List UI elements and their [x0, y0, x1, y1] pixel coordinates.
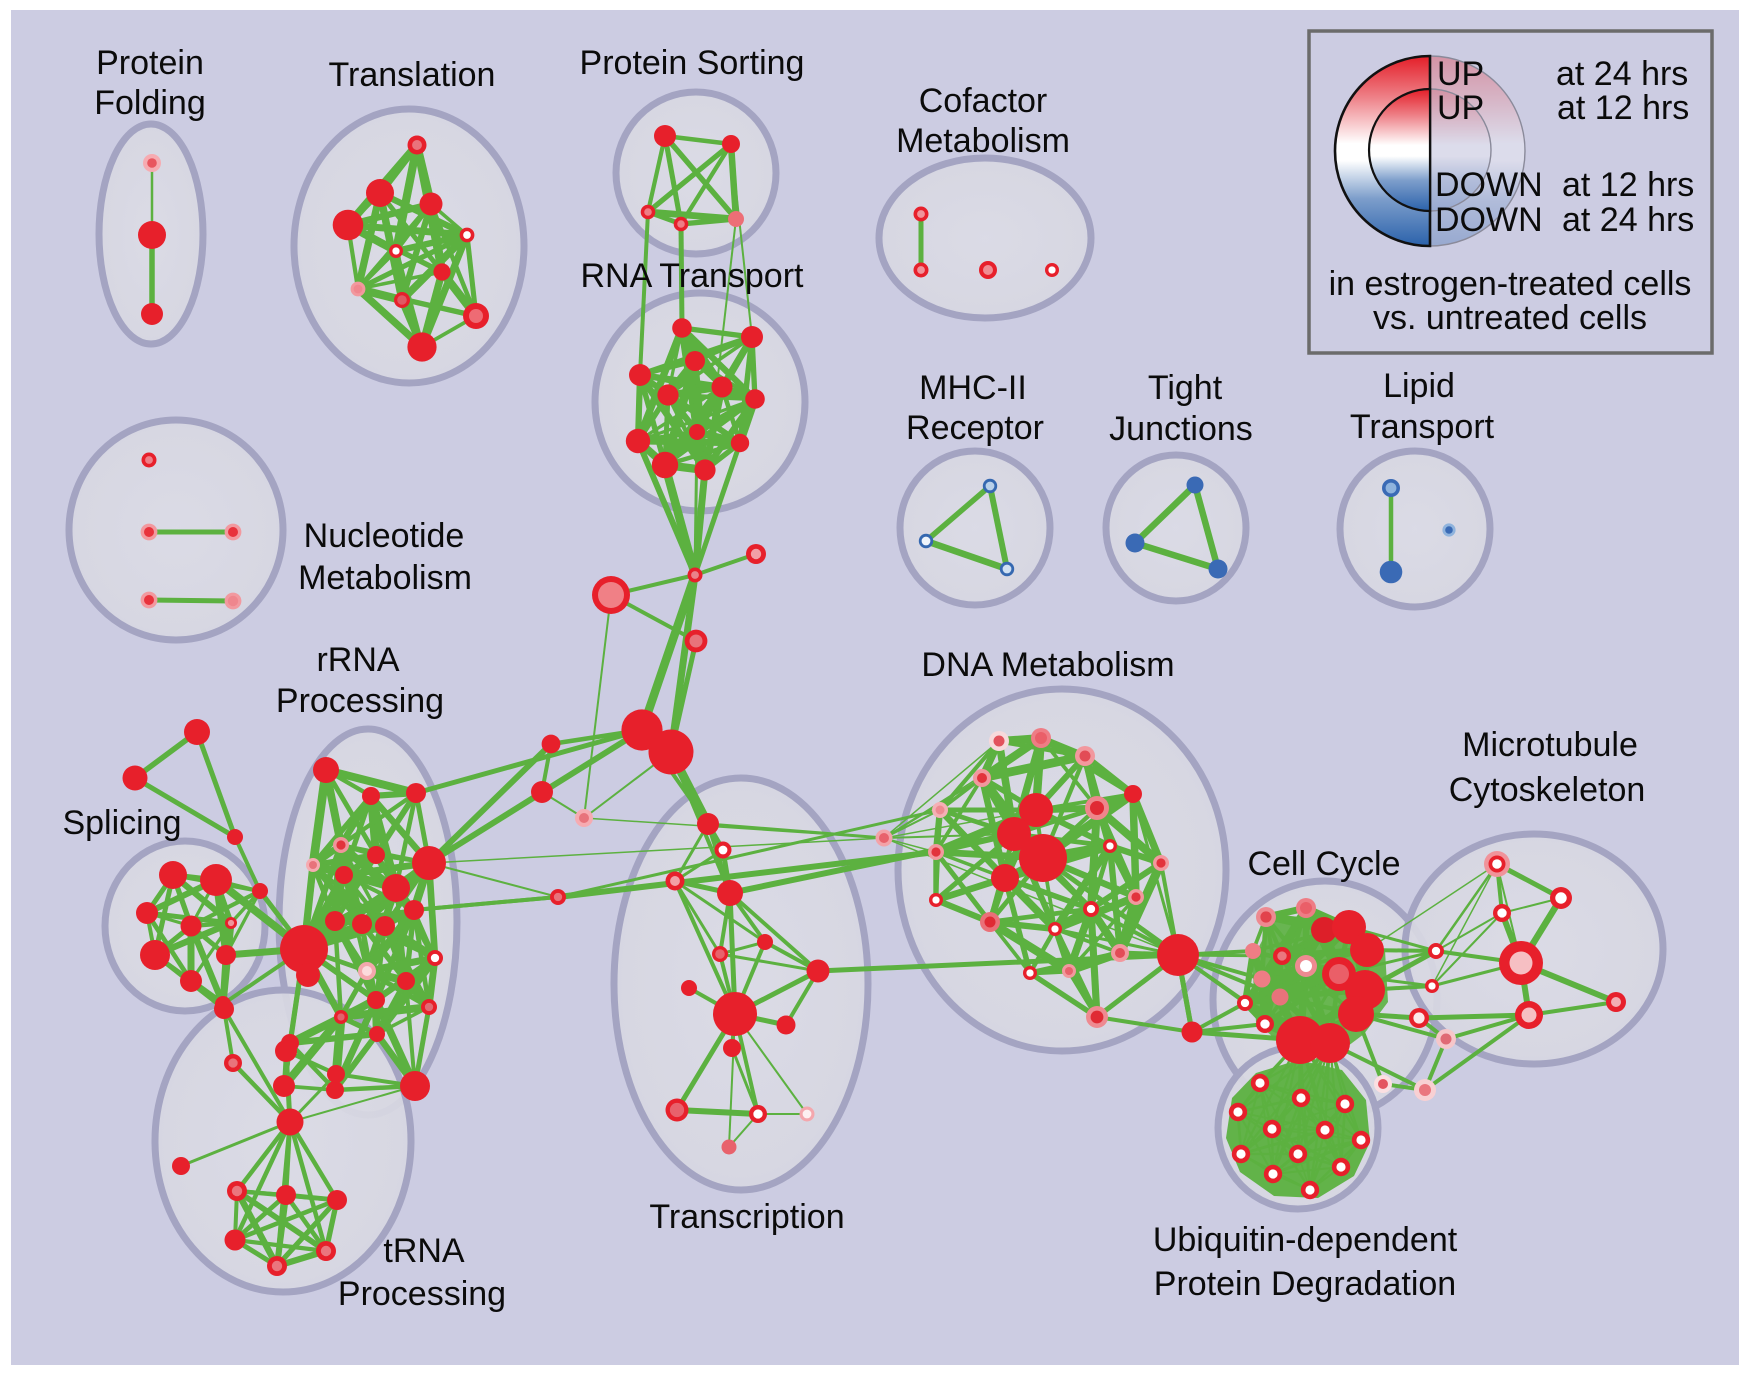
svg-text:at 12 hrs: at 12 hrs: [1562, 166, 1694, 204]
svg-text:at 24 hrs: at 24 hrs: [1556, 55, 1688, 93]
svg-text:Protein Sorting: Protein Sorting: [580, 44, 805, 82]
svg-text:Metabolism: Metabolism: [896, 122, 1070, 160]
svg-text:DNA Metabolism: DNA Metabolism: [921, 646, 1174, 684]
svg-text:Transport: Transport: [1350, 408, 1495, 446]
svg-text:tRNA: tRNA: [383, 1232, 465, 1270]
svg-text:Processing: Processing: [338, 1275, 506, 1313]
svg-text:DOWN: DOWN: [1435, 201, 1543, 239]
svg-text:MHC-II: MHC-II: [919, 369, 1027, 407]
svg-text:DOWN: DOWN: [1435, 166, 1543, 204]
svg-text:RNA Transport: RNA Transport: [581, 257, 805, 295]
svg-text:Ubiquitin-dependent: Ubiquitin-dependent: [1153, 1221, 1458, 1259]
svg-text:in estrogen-treated cells: in estrogen-treated cells: [1329, 265, 1692, 303]
svg-text:Cofactor: Cofactor: [919, 82, 1048, 120]
svg-text:vs. untreated cells: vs. untreated cells: [1373, 299, 1647, 337]
svg-text:at 12 hrs: at 12 hrs: [1557, 89, 1689, 127]
svg-text:Cytoskeleton: Cytoskeleton: [1449, 771, 1646, 809]
svg-text:Microtubule: Microtubule: [1462, 726, 1638, 764]
svg-text:Lipid: Lipid: [1383, 367, 1455, 405]
svg-text:rRNA: rRNA: [316, 641, 399, 679]
svg-text:Splicing: Splicing: [62, 804, 181, 842]
svg-text:Protein Degradation: Protein Degradation: [1154, 1265, 1456, 1303]
svg-text:Junctions: Junctions: [1109, 410, 1253, 448]
svg-text:Processing: Processing: [276, 682, 444, 720]
svg-text:Receptor: Receptor: [906, 409, 1044, 447]
svg-text:Translation: Translation: [329, 56, 496, 94]
svg-text:Tight: Tight: [1148, 369, 1223, 407]
svg-text:UP: UP: [1437, 89, 1484, 127]
svg-text:at 24 hrs: at 24 hrs: [1562, 201, 1694, 239]
svg-text:Metabolism: Metabolism: [298, 559, 472, 597]
svg-text:Protein: Protein: [96, 44, 204, 82]
svg-text:Transcription: Transcription: [649, 1198, 844, 1236]
svg-text:Nucleotide: Nucleotide: [304, 517, 465, 555]
svg-text:Folding: Folding: [94, 84, 206, 122]
svg-text:UP: UP: [1437, 55, 1484, 93]
svg-text:Cell Cycle: Cell Cycle: [1247, 845, 1400, 883]
